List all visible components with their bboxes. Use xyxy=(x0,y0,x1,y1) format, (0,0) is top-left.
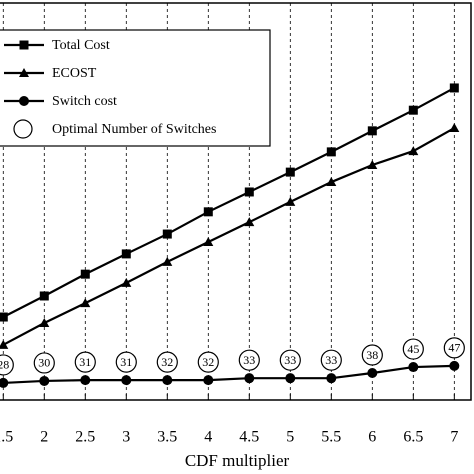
legend-label: Switch cost xyxy=(52,94,117,109)
marker xyxy=(326,373,337,384)
marker xyxy=(285,196,296,206)
marker xyxy=(80,269,90,279)
x-tick-label: 7 xyxy=(450,429,458,446)
legend-label: Optimal Number of Switches xyxy=(52,122,216,137)
marker xyxy=(121,277,132,287)
annotation-circle xyxy=(320,349,342,371)
annotation-label: 31 xyxy=(79,355,91,369)
annotation-circle xyxy=(115,351,137,373)
marker xyxy=(285,373,296,384)
marker xyxy=(19,40,29,50)
marker xyxy=(285,167,295,177)
marker xyxy=(244,217,255,227)
x-axis-label: CDF multiplier xyxy=(185,451,290,470)
x-tick-label: 4 xyxy=(204,429,212,446)
legend-label: Total Cost xyxy=(52,38,110,53)
x-tick-label: 6 xyxy=(368,429,376,446)
annotation-label: 32 xyxy=(202,355,214,369)
x-tick-label: 2.5 xyxy=(75,429,95,446)
x-tick-label: 5.5 xyxy=(321,429,341,446)
marker xyxy=(367,126,377,136)
annotation-label: 33 xyxy=(284,353,296,367)
annotation-circle xyxy=(238,349,260,371)
marker xyxy=(121,249,131,259)
x-tick-label: 3.5 xyxy=(157,429,177,446)
marker xyxy=(39,375,50,386)
annotation-circle xyxy=(402,338,424,360)
annotation-label: 28 xyxy=(0,358,9,372)
marker xyxy=(408,362,419,373)
legend-label: ECOST xyxy=(52,66,97,81)
annotation-label: 47 xyxy=(448,341,460,355)
x-tick-label: 5 xyxy=(286,429,294,446)
marker xyxy=(326,177,337,187)
annotation-label: 38 xyxy=(366,348,378,362)
series-line xyxy=(2,86,455,319)
legend-marker xyxy=(13,119,33,139)
x-tick-label: 3 xyxy=(122,429,130,446)
marker xyxy=(449,83,459,93)
legend-box xyxy=(0,29,271,147)
marker xyxy=(19,68,29,77)
marker xyxy=(203,207,213,217)
marker xyxy=(367,159,378,169)
marker xyxy=(39,317,50,327)
marker xyxy=(0,339,9,349)
marker xyxy=(0,312,8,322)
annotation-label: 31 xyxy=(120,355,132,369)
marker xyxy=(0,377,9,388)
series-line xyxy=(2,127,455,346)
marker xyxy=(244,373,255,384)
marker xyxy=(203,375,214,386)
marker xyxy=(19,96,29,106)
annotation-circle xyxy=(361,344,383,366)
plot-frame xyxy=(0,2,472,401)
annotation-label: 45 xyxy=(407,342,419,356)
annotation-label: 32 xyxy=(161,355,173,369)
marker xyxy=(80,298,91,308)
annotation-label: 33 xyxy=(243,353,255,367)
marker xyxy=(326,147,336,157)
marker xyxy=(162,256,173,266)
marker xyxy=(367,368,378,379)
marker xyxy=(162,375,173,386)
x-tick-label: 1.5 xyxy=(0,429,13,446)
marker xyxy=(408,105,418,115)
annotation-label: 30 xyxy=(38,356,50,370)
marker xyxy=(449,360,460,371)
x-tick-label: 2 xyxy=(40,429,48,446)
annotation-circle xyxy=(197,351,219,373)
marker xyxy=(244,187,254,197)
marker xyxy=(39,291,49,301)
annotation-circle xyxy=(74,351,96,373)
annotation-label: 33 xyxy=(325,353,337,367)
annotation-circle xyxy=(443,337,465,359)
annotation-circle xyxy=(279,349,301,371)
annotation-circle xyxy=(33,352,55,374)
x-tick-label: 4.5 xyxy=(239,429,259,446)
series-line xyxy=(3,364,455,385)
legend: Total Cost ECOST Switch cost Optimal Number… xyxy=(0,29,271,147)
annotation-circle xyxy=(0,354,14,376)
marker xyxy=(80,375,91,386)
marker xyxy=(449,123,460,133)
marker xyxy=(203,236,214,246)
marker xyxy=(162,229,172,239)
marker xyxy=(408,146,419,156)
marker xyxy=(121,375,132,386)
annotation-circle xyxy=(156,351,178,373)
x-tick-label: 6.5 xyxy=(403,429,423,446)
